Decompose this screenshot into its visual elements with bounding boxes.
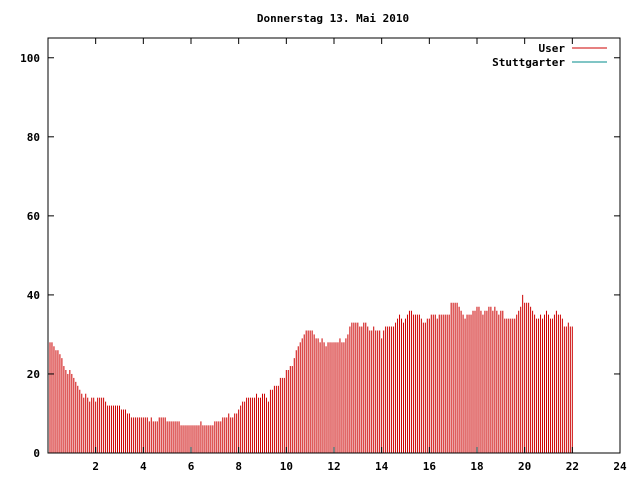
y-tick-label: 40 xyxy=(27,289,40,302)
x-tick-label: 2 xyxy=(92,460,99,473)
x-tick-label: 12 xyxy=(327,460,340,473)
y-tick-label: 20 xyxy=(27,368,40,381)
y-tick-label: 0 xyxy=(33,447,40,460)
legend-label-stuttgarter: Stuttgarter xyxy=(492,56,565,69)
chart-title: Donnerstag 13. Mai 2010 xyxy=(257,12,409,25)
x-tick-label: 16 xyxy=(423,460,437,473)
x-tick-label: 10 xyxy=(280,460,293,473)
x-tick-label: 4 xyxy=(140,460,147,473)
x-tick-label: 20 xyxy=(518,460,531,473)
legend-label-user: User xyxy=(539,42,566,55)
x-tick-label: 18 xyxy=(470,460,483,473)
bars-group xyxy=(49,294,573,453)
x-tick-label: 22 xyxy=(566,460,579,473)
x-tick-label: 8 xyxy=(235,460,242,473)
y-tick-label: 80 xyxy=(27,131,40,144)
x-tick-label: 24 xyxy=(613,460,627,473)
x-tick-label: 14 xyxy=(375,460,389,473)
legend: User Stuttgarter xyxy=(492,42,607,69)
y-tick-label: 100 xyxy=(20,52,40,65)
y-tick-label: 60 xyxy=(27,210,40,223)
x-tick-label: 6 xyxy=(188,460,195,473)
